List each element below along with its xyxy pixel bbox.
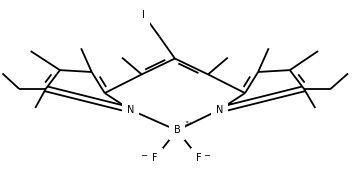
Text: −: − [203, 151, 210, 160]
Text: I: I [142, 10, 145, 20]
Text: −: − [225, 99, 233, 108]
Text: −: − [140, 151, 147, 160]
Text: 3+: 3+ [184, 121, 193, 126]
Text: F: F [196, 153, 202, 163]
Text: N: N [216, 105, 223, 115]
Text: N: N [127, 105, 134, 115]
Text: B: B [173, 125, 181, 135]
Text: F: F [152, 153, 158, 163]
